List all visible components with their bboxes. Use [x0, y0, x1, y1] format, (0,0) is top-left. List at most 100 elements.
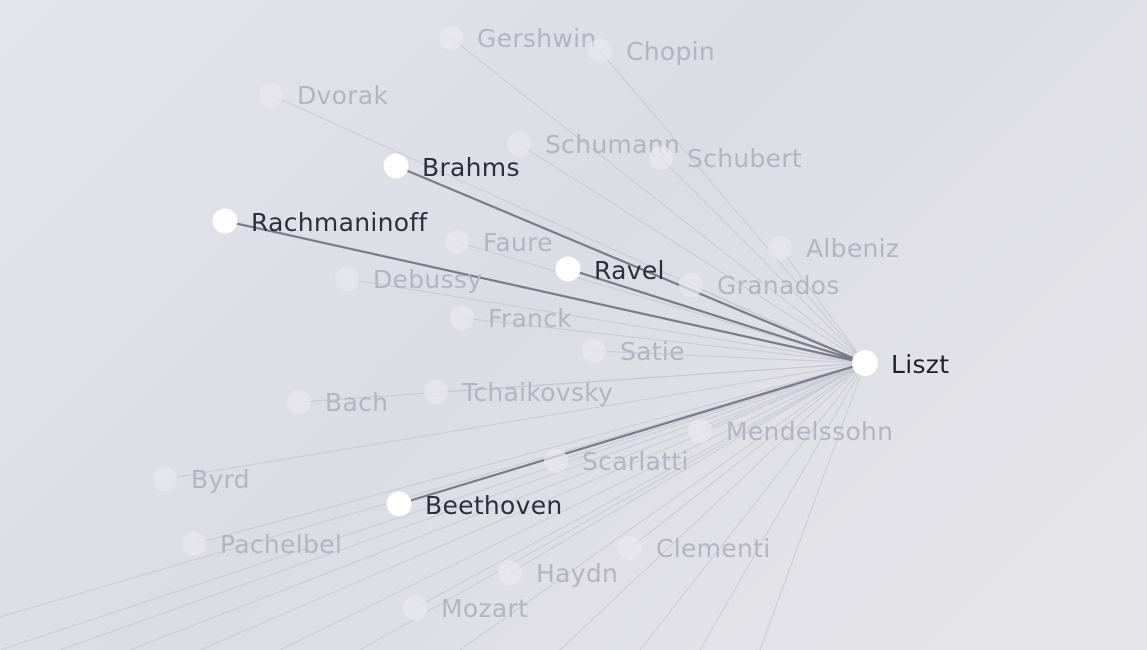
edge-liszt-schubert	[660, 157, 866, 364]
node-dot[interactable]	[588, 39, 612, 63]
node-label: Brahms	[422, 153, 520, 182]
edge-liszt-clementi	[629, 362, 866, 549]
node-label: Byrd	[191, 465, 250, 494]
node-dot[interactable]	[688, 419, 712, 443]
edge-liszt-offscreen	[279, 362, 866, 650]
edge-liszt-albeniz	[779, 247, 866, 364]
node-label: Granados	[717, 271, 840, 300]
composer-node-faure[interactable]: Faure	[445, 228, 553, 257]
composer-node-franck[interactable]: Franck	[450, 304, 572, 333]
edge-liszt-offscreen	[59, 362, 866, 650]
node-label: Rachmaninoff	[251, 208, 428, 237]
node-label: Dvorak	[297, 81, 388, 110]
edge-liszt-mozart	[414, 362, 866, 609]
edge-liszt-faure	[456, 241, 866, 364]
composer-node-haydn[interactable]: Haydn	[498, 559, 618, 588]
highlighted-nodes: Brahms Rachmaninoff Ravel Beethoven	[212, 153, 665, 520]
edge-liszt-brahms	[395, 164, 866, 365]
node-dot[interactable]	[335, 267, 359, 291]
node-label: Scarlatti	[582, 447, 689, 476]
edge-liszt-mendelssohn	[699, 362, 866, 432]
node-dot[interactable]	[852, 350, 878, 376]
node-dot[interactable]	[403, 596, 427, 620]
composer-node-mozart[interactable]: Mozart	[403, 594, 528, 623]
composer-node-chopin[interactable]: Chopin	[588, 37, 715, 66]
node-label: Haydn	[536, 559, 618, 588]
composer-node-brahms[interactable]: Brahms	[383, 153, 520, 182]
node-label: Bach	[325, 388, 388, 417]
node-dot[interactable]	[649, 146, 673, 170]
node-dot[interactable]	[450, 306, 474, 330]
node-dot[interactable]	[582, 339, 606, 363]
node-label: Faure	[483, 228, 553, 257]
node-dot[interactable]	[439, 26, 463, 50]
composer-node-dvorak[interactable]: Dvorak	[259, 81, 388, 110]
edge-liszt-offscreen	[759, 362, 866, 650]
node-dot[interactable]	[287, 390, 311, 414]
composer-node-byrd[interactable]: Byrd	[153, 465, 250, 494]
edge-liszt-ravel	[567, 267, 866, 365]
edge-liszt-beethoven	[398, 361, 866, 506]
composer-node-liszt[interactable]: Liszt	[852, 350, 949, 379]
node-label: Tchaikovsky	[461, 378, 613, 407]
composer-node-pachelbel[interactable]: Pachelbel	[182, 530, 342, 559]
composer-node-scarlatti[interactable]: Scarlatti	[544, 447, 689, 476]
node-dot[interactable]	[544, 449, 568, 473]
composer-node-clementi[interactable]: Clementi	[618, 534, 771, 563]
edge-liszt-offscreen	[699, 362, 866, 650]
edge-liszt-offscreen	[359, 362, 866, 650]
node-dot[interactable]	[386, 491, 412, 517]
composer-node-mendelssohn[interactable]: Mendelssohn	[688, 417, 893, 446]
composer-node-schubert[interactable]: Schubert	[649, 144, 802, 173]
node-label: Chopin	[626, 37, 715, 66]
node-dot[interactable]	[383, 153, 409, 179]
node-dot[interactable]	[259, 83, 283, 107]
node-dot[interactable]	[618, 536, 642, 560]
composer-node-schumann[interactable]: Schumann	[507, 130, 680, 159]
node-dot[interactable]	[555, 256, 581, 282]
edge-liszt-satie	[593, 350, 866, 364]
composer-node-gershwin[interactable]: Gershwin	[439, 24, 597, 53]
faded-edges	[164, 37, 866, 609]
edge-liszt-offscreen	[639, 362, 866, 650]
node-dot[interactable]	[182, 532, 206, 556]
node-dot[interactable]	[153, 467, 177, 491]
edge-liszt-offscreen	[459, 362, 866, 650]
edge-liszt-offscreen	[199, 362, 866, 650]
node-dot[interactable]	[768, 236, 792, 260]
composer-node-ravel[interactable]: Ravel	[555, 256, 665, 285]
composer-node-beethoven[interactable]: Beethoven	[386, 491, 563, 520]
composer-node-debussy[interactable]: Debussy	[335, 265, 482, 294]
edge-liszt-pachelbel	[193, 362, 866, 545]
node-label: Clementi	[656, 534, 771, 563]
edge-liszt-offscreen	[0, 362, 866, 618]
center-node: Liszt	[852, 350, 949, 379]
node-dot[interactable]	[212, 208, 238, 234]
composer-node-granados[interactable]: Granados	[679, 271, 840, 300]
composer-node-rachmaninoff[interactable]: Rachmaninoff	[212, 208, 429, 237]
node-label: Ravel	[594, 256, 665, 285]
faded-nodes: Gershwin Chopin Dvorak Schumann Schubert Faur…	[153, 24, 899, 623]
node-dot[interactable]	[424, 380, 448, 404]
composer-node-satie[interactable]: Satie	[582, 337, 685, 366]
node-dot[interactable]	[445, 230, 469, 254]
edge-liszt-offscreen	[0, 362, 866, 650]
composer-node-albeniz[interactable]: Albeniz	[768, 234, 899, 263]
edge-liszt-offscreen	[129, 362, 866, 650]
node-dot[interactable]	[507, 132, 531, 156]
node-label: Franck	[488, 304, 572, 333]
edge-liszt-gershwin	[450, 37, 866, 364]
composer-node-tchaikovsky[interactable]: Tchaikovsky	[424, 378, 613, 407]
node-dot[interactable]	[498, 561, 522, 585]
edge-liszt-franck	[461, 317, 866, 364]
node-label: Satie	[620, 337, 685, 366]
edge-liszt-byrd	[164, 362, 866, 480]
center-node-label: Liszt	[891, 350, 949, 379]
node-label: Mendelssohn	[726, 417, 893, 446]
offscreen-edges	[0, 362, 866, 650]
composer-node-bach[interactable]: Bach	[287, 388, 388, 417]
node-dot[interactable]	[679, 273, 703, 297]
node-label: Pachelbel	[220, 530, 342, 559]
edge-liszt-rachmaninoff	[224, 219, 866, 365]
